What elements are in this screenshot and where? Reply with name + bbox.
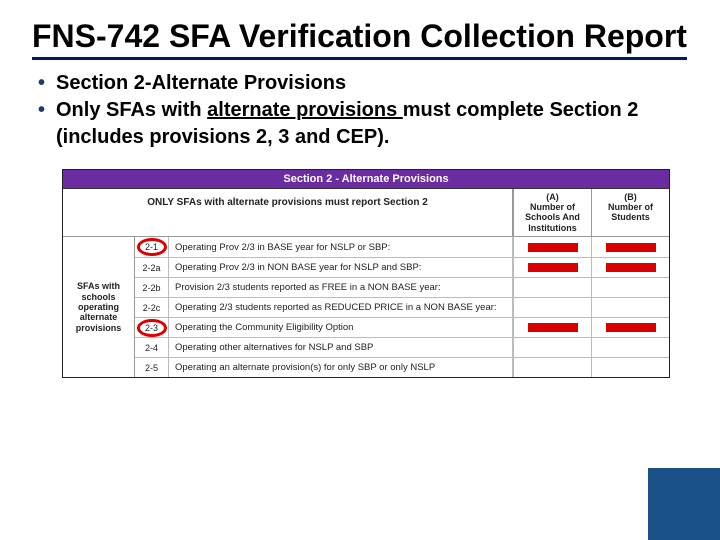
cell-col-b <box>591 278 669 297</box>
table-row: 2-3Operating the Community Eligibility O… <box>135 317 669 337</box>
cell-col-b <box>591 298 669 317</box>
cell-col-a <box>513 338 591 357</box>
row-code: 2-4 <box>135 338 169 357</box>
row-code: 2-2c <box>135 298 169 317</box>
row-code: 2-2a <box>135 258 169 277</box>
bullet-2-pre: Only SFAs with <box>56 99 207 121</box>
table-row: 2-1Operating Prov 2/3 in BASE year for N… <box>135 237 669 257</box>
row-code: 2-2b <box>135 278 169 297</box>
row-text: Operating 2/3 students reported as REDUC… <box>169 298 513 317</box>
table-header-bar: Section 2 - Alternate Provisions <box>63 170 669 189</box>
table-row: 2-2aOperating Prov 2/3 in NON BASE year … <box>135 257 669 277</box>
redaction-bar <box>606 323 656 332</box>
bullet-2-underline: alternate provisions <box>207 99 403 121</box>
redaction-bar <box>528 323 578 332</box>
highlight-circle <box>137 319 167 337</box>
cell-col-a <box>513 358 591 377</box>
bullet-1: Section 2-Alternate Provisions <box>38 70 692 97</box>
section2-table: Section 2 - Alternate Provisions ONLY SF… <box>62 169 670 378</box>
row-text: Operating an alternate provision(s) for … <box>169 358 513 377</box>
cell-col-b <box>591 258 669 277</box>
col-b-code: (B) <box>596 192 665 202</box>
row-text: Operating other alternatives for NSLP an… <box>169 338 513 357</box>
cell-col-b <box>591 338 669 357</box>
col-b-label: Number of Students <box>596 202 665 223</box>
redaction-bar <box>606 263 656 272</box>
table-subheader-row: ONLY SFAs with alternate provisions must… <box>63 189 669 237</box>
table-rows: 2-1Operating Prov 2/3 in BASE year for N… <box>135 237 669 377</box>
cell-col-b <box>591 358 669 377</box>
cell-col-a <box>513 318 591 337</box>
row-text: Operating Prov 2/3 in NON BASE year for … <box>169 258 513 277</box>
highlight-circle <box>137 238 167 256</box>
cell-col-a <box>513 298 591 317</box>
bullet-list: Section 2-Alternate Provisions Only SFAs… <box>32 70 692 151</box>
bullet-2: Only SFAs with alternate provisions must… <box>38 97 692 151</box>
col-a-label: Number of Schools And Institutions <box>518 202 587 233</box>
row-text: Operating Prov 2/3 in BASE year for NSLP… <box>169 237 513 257</box>
col-a-code: (A) <box>518 192 587 202</box>
redaction-bar <box>528 263 578 272</box>
row-code: 2-1 <box>135 237 169 257</box>
table-row: 2-2cOperating 2/3 students reported as R… <box>135 297 669 317</box>
table-row: 2-4Operating other alternatives for NSLP… <box>135 337 669 357</box>
row-code: 2-3 <box>135 318 169 337</box>
table-subheader-text: ONLY SFAs with alternate provisions must… <box>63 189 513 236</box>
cell-col-a <box>513 237 591 257</box>
redaction-bar <box>606 243 656 252</box>
row-text: Provision 2/3 students reported as FREE … <box>169 278 513 297</box>
corner-accent <box>648 468 720 540</box>
row-text: Operating the Community Eligibility Opti… <box>169 318 513 337</box>
side-label: SFAs with schools operating alternate pr… <box>63 237 135 377</box>
cell-col-b <box>591 237 669 257</box>
page-title: FNS-742 SFA Verification Collection Repo… <box>32 18 687 60</box>
col-b-head: (B) Number of Students <box>591 189 669 236</box>
table-row: 2-2bProvision 2/3 students reported as F… <box>135 277 669 297</box>
redaction-bar <box>528 243 578 252</box>
cell-col-a <box>513 258 591 277</box>
col-a-head: (A) Number of Schools And Institutions <box>513 189 591 236</box>
cell-col-a <box>513 278 591 297</box>
row-code: 2-5 <box>135 358 169 377</box>
cell-col-b <box>591 318 669 337</box>
table-row: 2-5Operating an alternate provision(s) f… <box>135 357 669 377</box>
